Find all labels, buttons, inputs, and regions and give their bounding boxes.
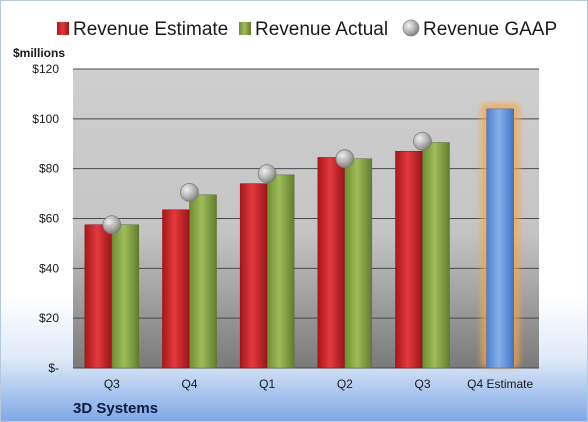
x-tick-label: Q4 Estimate (467, 377, 533, 391)
legend-item-revenue-actual: Revenue Actual (239, 19, 388, 40)
y-tick-label: $120 (32, 62, 59, 76)
bar-revenue-actual (189, 194, 217, 369)
y-tick-label: $60 (39, 212, 59, 226)
y-tick-label: $100 (32, 112, 59, 126)
legend-label-actual: Revenue Actual (255, 19, 388, 40)
x-tick-label: Q4 (181, 377, 197, 391)
bar-q4-estimate (486, 108, 514, 369)
legend-swatch-actual (239, 22, 251, 35)
y-tick-label: $80 (39, 162, 59, 176)
bar-revenue-estimate (317, 157, 346, 369)
y-tick-label: $20 (39, 311, 59, 325)
x-tick-label: Q3 (104, 377, 120, 391)
x-tick-label: Q3 (414, 377, 430, 391)
gridlines (73, 68, 539, 369)
y-tick-label: $40 (39, 261, 59, 275)
legend-swatch-estimate (57, 22, 69, 35)
x-tick-label: Q2 (337, 377, 353, 391)
marker-revenue-gaap (257, 164, 277, 184)
marker-revenue-gaap (413, 131, 432, 151)
bar-revenue-actual (266, 174, 295, 369)
legend-swatch-gaap (402, 19, 420, 37)
marker-revenue-gaap (335, 149, 355, 169)
x-tick-label: Q1 (259, 377, 275, 391)
legend-label-gaap: Revenue GAAP (423, 19, 557, 40)
marker-revenue-gaap (180, 182, 199, 202)
bar-revenue-estimate (84, 224, 113, 369)
bar-revenue-actual (422, 142, 450, 369)
x-axis: Q3 Q4 Q1 Q2 Q3 Q4 Estimate (104, 377, 534, 391)
legend: Revenue Estimate Revenue Actual Revenue … (57, 19, 557, 40)
y-tick-label: $- (48, 361, 59, 375)
bar-revenue-actual (111, 224, 140, 369)
gaap-markers (102, 131, 432, 235)
marker-revenue-gaap (102, 215, 122, 235)
bars (84, 102, 520, 369)
bar-revenue-estimate (162, 209, 190, 369)
bar-revenue-actual (344, 158, 373, 369)
y-axis: $- $20 $40 $60 $80 $100 $120 (32, 62, 59, 375)
bar-revenue-estimate (395, 150, 423, 369)
legend-item-revenue-estimate: Revenue Estimate (57, 19, 228, 40)
legend-item-revenue-gaap: Revenue GAAP (402, 19, 557, 40)
company-name: 3D Systems (73, 400, 158, 417)
unit-label: $millions (13, 46, 65, 60)
legend-label-estimate: Revenue Estimate (73, 19, 228, 40)
bar-revenue-estimate (239, 183, 268, 369)
